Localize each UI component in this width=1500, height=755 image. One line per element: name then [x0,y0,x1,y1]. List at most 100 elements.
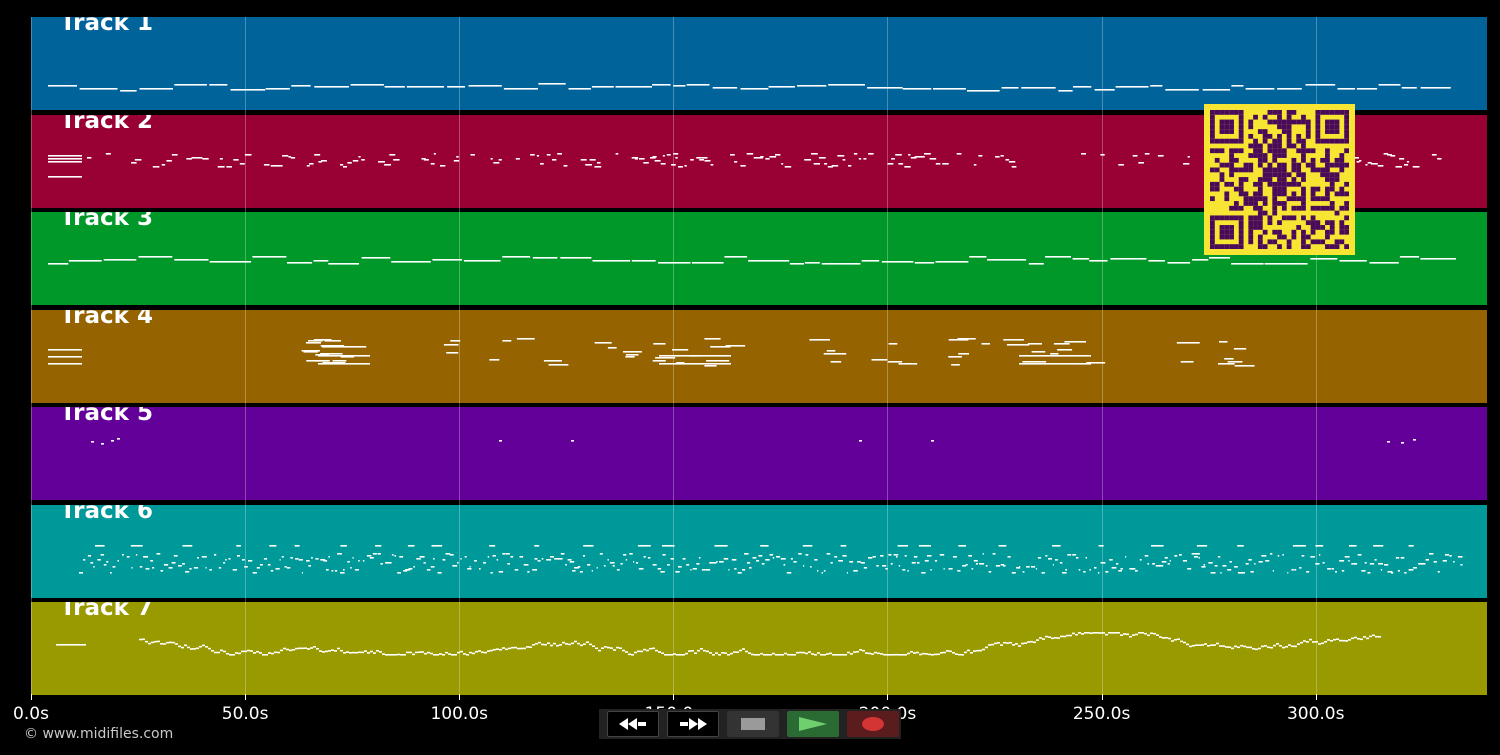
midi-note [1241,571,1245,574]
qr-module [1219,225,1225,230]
midi-note [662,544,675,547]
qr-module [1238,191,1244,197]
qr-module [1233,167,1239,173]
qr-module [1267,133,1273,139]
midi-note [1218,362,1235,365]
midi-note [1019,362,1091,365]
qr-module [1310,167,1316,173]
midi-note [917,561,920,564]
midi-note [1324,641,1327,643]
qr-module [1267,148,1273,154]
midi-note [79,571,83,574]
qr-module [1262,114,1268,120]
midi-note [470,153,475,156]
qr-module [1329,110,1335,115]
midi-note [704,337,721,340]
qr-module [1310,215,1316,221]
track-title: Track 1 [60,17,153,36]
midi-note [532,644,535,646]
qr-module [1248,234,1254,240]
midi-note [751,653,754,656]
qr-module [1219,229,1225,235]
qr-module [1253,225,1258,230]
midi-note [563,164,568,167]
midi-note [502,339,512,342]
midi-note [904,654,907,656]
midi-note [1063,635,1066,638]
fast-forward-button[interactable] [667,711,719,737]
midi-note [1366,637,1369,640]
midi-note [1327,639,1330,641]
rewind-button[interactable] [607,711,659,737]
midi-note [1303,640,1306,642]
midi-note [1186,643,1189,646]
qr-module [1291,229,1297,235]
midi-note [775,153,781,156]
midi-note [456,155,459,158]
qr-module [1334,244,1340,249]
qr-module [1315,129,1321,134]
midi-note [690,158,694,161]
qr-module [1248,162,1254,168]
qr-module [1334,191,1340,197]
midi-note [692,567,697,570]
qr-module [1325,162,1330,168]
qr-module [1339,205,1345,211]
midi-note [1116,562,1119,565]
midi-note [265,654,268,656]
midi-note [1098,571,1100,574]
qr-module [1248,143,1254,149]
qr-module [1325,229,1330,235]
midi-note [727,654,730,656]
qr-module [1272,239,1278,245]
midi-note [160,569,164,572]
midi-note [1214,564,1218,567]
midi-note [684,164,687,167]
qr-module [1262,167,1268,173]
qr-module [1248,229,1254,235]
qr-module [1272,148,1278,154]
midi-note [935,261,969,263]
qr-module [1257,215,1263,221]
midi-note [536,154,540,157]
qr-module [1301,177,1306,182]
qr-module [1325,196,1330,202]
midi-note [391,553,394,556]
midi-note [594,341,612,344]
midi-note [288,155,292,158]
midi-note [105,152,111,155]
stop-button[interactable] [727,711,779,737]
record-button[interactable] [847,711,899,737]
midi-note [490,571,493,574]
midi-note [1420,87,1451,89]
midi-note [1100,153,1105,156]
midi-note [437,571,442,574]
midi-note [589,158,596,161]
midi-note [1225,646,1228,648]
midi-note [1057,637,1060,639]
midi-note [416,557,421,560]
qr-module [1339,225,1345,230]
rewind-icon [619,718,646,730]
qr-module [1229,119,1234,125]
midi-note [610,561,615,564]
midi-note [686,84,710,86]
midi-note [1085,556,1087,559]
midi-note [496,558,499,561]
midi-note [326,568,329,571]
midi-note [799,651,802,654]
qr-module [1339,191,1345,197]
midi-note [384,163,391,166]
midi-note [1087,632,1090,634]
midi-note [157,640,160,643]
midi-note [583,544,594,547]
midi-note [282,154,289,157]
midi-note [197,556,199,559]
midi-note [557,152,562,155]
midi-note [928,653,931,656]
midi-note [701,568,706,571]
midi-note [643,648,646,651]
play-button[interactable] [787,711,839,737]
qr-module [1281,129,1287,134]
midi-note [214,553,217,556]
